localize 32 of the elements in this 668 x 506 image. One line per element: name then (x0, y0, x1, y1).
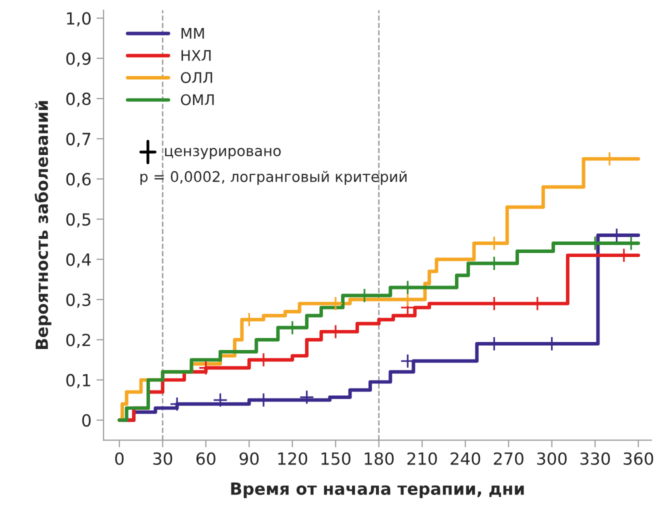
y-tick-label: 0,4 (66, 253, 91, 268)
y-tick-label: 0,7 (66, 132, 90, 148)
y-tick-label: 0,3 (66, 293, 90, 308)
x-tick-label: 240 (450, 452, 480, 465)
x-tick-label: 270 (494, 452, 524, 465)
legend-label: ОМЛ (180, 94, 214, 106)
y-tick-label: 0,1 (66, 374, 90, 388)
y-tick-label: 0,8 (66, 92, 91, 107)
y-tick-label: 0 (82, 414, 91, 427)
x-tick-label: 60 (196, 452, 216, 465)
legend-label: ОЛЛ (180, 72, 212, 84)
x-tick-label: 150 (322, 452, 350, 465)
y-tick-label: 0,5 (66, 213, 90, 228)
x-tick-label: 180 (364, 452, 394, 465)
annotation: p = 0,0002, логранговый критерий (140, 170, 407, 185)
x-tick-label: 30 (153, 452, 172, 465)
x-tick-label: 210 (407, 452, 437, 465)
x-tick-label: 330 (580, 452, 610, 465)
x-tick-label: 300 (537, 452, 567, 465)
annotation: цензурировано (165, 148, 281, 160)
y-axis-title: Вероятность заболеваний (34, 101, 52, 350)
y-tick-label: 0,2 (66, 334, 90, 348)
x-axis-title: Время от начала терапии, дни (231, 482, 524, 498)
legend-label: ММ (182, 28, 204, 39)
x-tick-label: 90 (240, 452, 259, 465)
x-tick-label: 360 (624, 452, 654, 465)
y-tick-label: 1,0 (67, 12, 91, 26)
x-tick-label: 0 (115, 452, 124, 465)
legend-label: НХЛ (182, 50, 211, 61)
y-tick-label: 0,6 (66, 172, 91, 188)
x-tick-label: 120 (278, 452, 308, 465)
y-tick-label: 0,9 (66, 52, 91, 67)
